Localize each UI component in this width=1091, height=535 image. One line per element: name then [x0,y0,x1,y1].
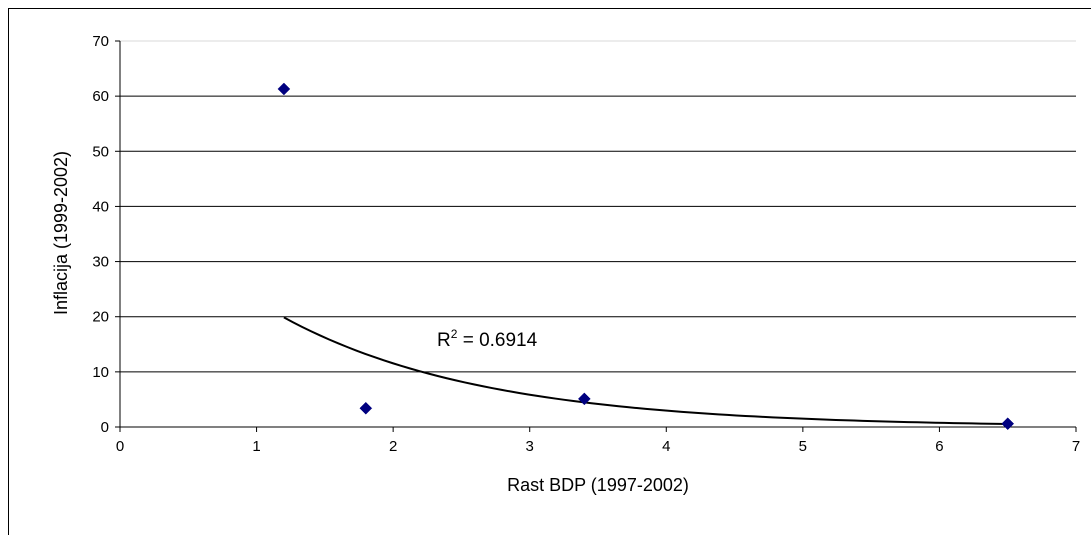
x-axis-title: Rast BDP (1997-2002) [507,475,689,495]
gridlines [120,40,1076,373]
data-point-4 [1001,417,1015,431]
x-tick-label: 4 [662,438,670,455]
y-axis-title: Inflacija (1999-2002) [51,151,71,315]
r-squared-superscript: 2 [451,327,458,341]
x-tick-label: 0 [116,438,124,455]
x-tick-label: 7 [1072,438,1080,455]
y-tick-label: 70 [92,33,109,50]
r-squared-base: R [437,330,451,351]
trendline-r-squared-label: R2 = 0.6914 [437,327,538,351]
x-tick-label: 2 [389,438,397,455]
axes [115,40,1077,432]
x-tick-label: 5 [799,438,807,455]
data-points [277,82,1015,431]
r-squared-value: = 0.6914 [457,330,537,351]
y-tick-label: 0 [101,419,109,436]
tick-labels: 0 10 20 30 40 50 60 70 0 1 2 3 4 5 6 7 [92,33,1080,455]
x-tick-label: 6 [935,438,943,455]
trendline-layer [283,316,1008,425]
data-point-1 [277,82,291,96]
y-tick-label: 40 [92,198,109,215]
data-point-3 [577,392,591,406]
trendline [283,316,1008,425]
x-tick-label: 1 [252,438,260,455]
y-tick-label: 50 [92,143,109,160]
y-tick-label: 10 [92,364,109,381]
y-tick-label: 30 [92,254,109,271]
y-tick-label: 20 [92,309,109,326]
data-point-2 [359,401,373,415]
x-tick-label: 3 [526,438,534,455]
y-tick-label: 60 [92,88,109,105]
